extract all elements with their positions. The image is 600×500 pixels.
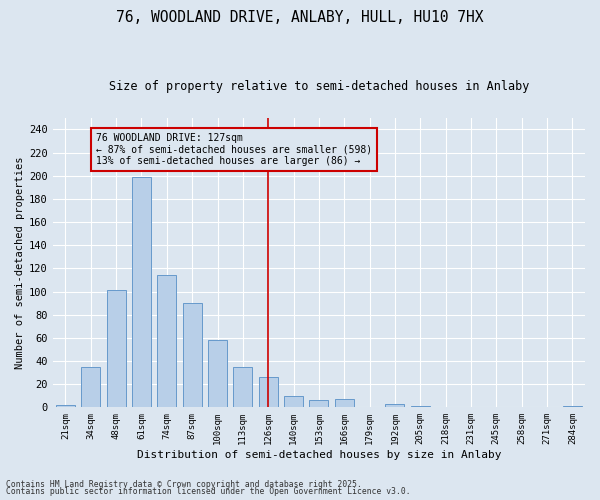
Bar — [284, 396, 303, 407]
Bar — [56, 405, 75, 407]
Bar — [81, 367, 100, 408]
Text: Contains HM Land Registry data © Crown copyright and database right 2025.: Contains HM Land Registry data © Crown c… — [6, 480, 362, 489]
Text: 76, WOODLAND DRIVE, ANLABY, HULL, HU10 7HX: 76, WOODLAND DRIVE, ANLABY, HULL, HU10 7… — [116, 10, 484, 25]
Y-axis label: Number of semi-detached properties: Number of semi-detached properties — [15, 156, 25, 369]
Bar — [563, 406, 582, 407]
X-axis label: Distribution of semi-detached houses by size in Anlaby: Distribution of semi-detached houses by … — [137, 450, 501, 460]
Bar — [310, 400, 328, 407]
Bar — [132, 177, 151, 408]
Bar — [182, 303, 202, 408]
Bar — [335, 399, 354, 407]
Text: 76 WOODLAND DRIVE: 127sqm
← 87% of semi-detached houses are smaller (598)
13% of: 76 WOODLAND DRIVE: 127sqm ← 87% of semi-… — [96, 133, 372, 166]
Bar — [157, 276, 176, 407]
Text: Contains public sector information licensed under the Open Government Licence v3: Contains public sector information licen… — [6, 487, 410, 496]
Bar — [411, 406, 430, 407]
Bar — [385, 404, 404, 407]
Bar — [208, 340, 227, 407]
Bar — [107, 290, 125, 408]
Title: Size of property relative to semi-detached houses in Anlaby: Size of property relative to semi-detach… — [109, 80, 529, 93]
Bar — [233, 367, 253, 408]
Bar — [259, 377, 278, 408]
